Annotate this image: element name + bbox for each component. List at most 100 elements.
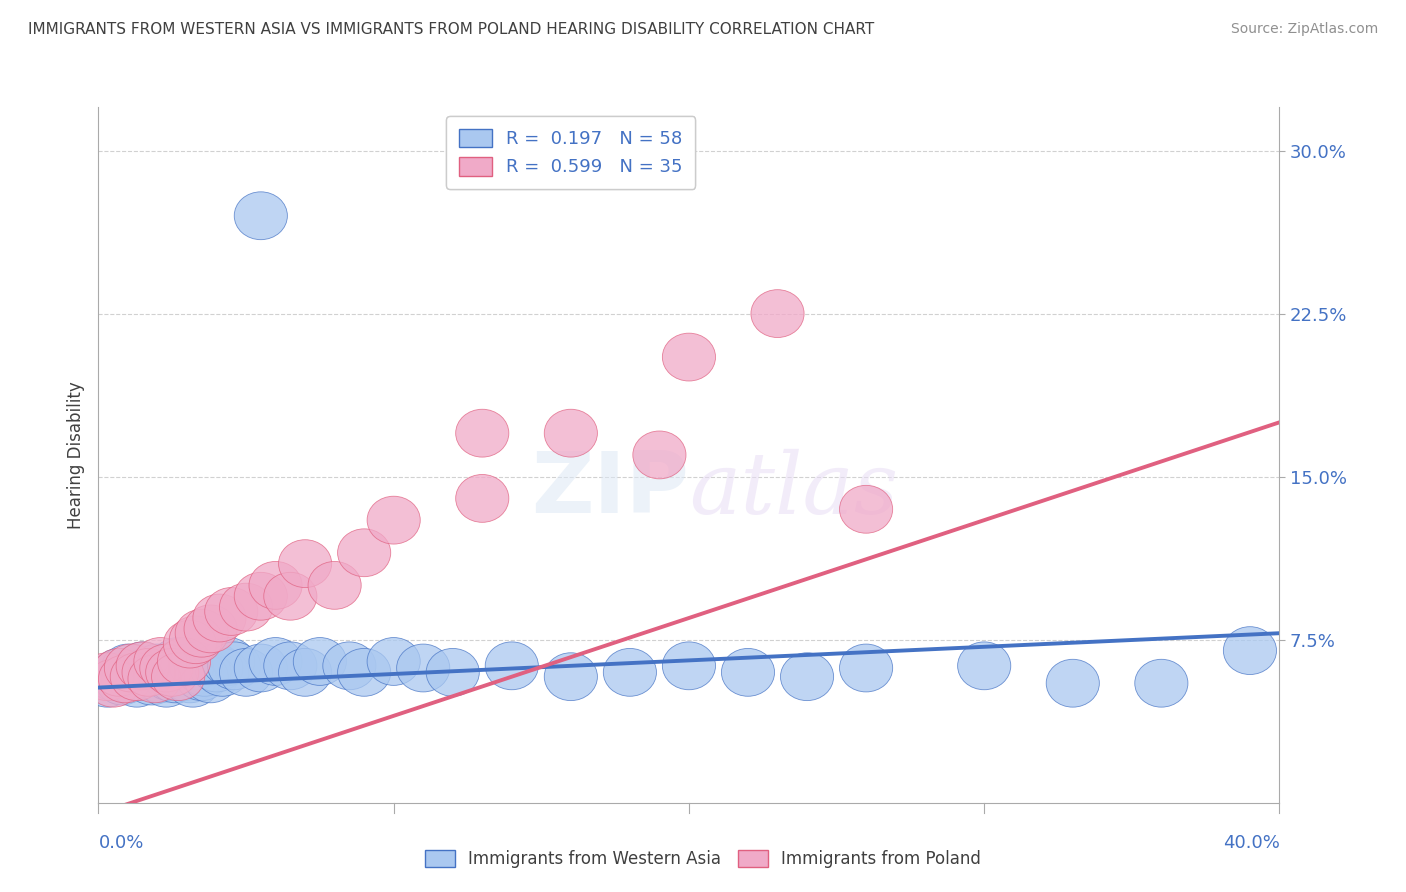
Ellipse shape (143, 653, 195, 700)
Ellipse shape (101, 655, 155, 703)
Ellipse shape (308, 561, 361, 609)
Ellipse shape (219, 648, 273, 697)
Ellipse shape (957, 642, 1011, 690)
Ellipse shape (323, 642, 375, 690)
Ellipse shape (80, 659, 134, 707)
Ellipse shape (146, 642, 198, 690)
Ellipse shape (839, 485, 893, 533)
Ellipse shape (396, 644, 450, 692)
Ellipse shape (110, 653, 163, 700)
Ellipse shape (751, 290, 804, 337)
Text: IMMIGRANTS FROM WESTERN ASIA VS IMMIGRANTS FROM POLAND HEARING DISABILITY CORREL: IMMIGRANTS FROM WESTERN ASIA VS IMMIGRAN… (28, 22, 875, 37)
Ellipse shape (176, 609, 228, 657)
Ellipse shape (122, 648, 176, 697)
Ellipse shape (235, 644, 287, 692)
Ellipse shape (184, 655, 238, 703)
Ellipse shape (219, 583, 273, 631)
Ellipse shape (117, 653, 169, 700)
Ellipse shape (662, 642, 716, 690)
Ellipse shape (176, 653, 228, 700)
Ellipse shape (169, 642, 222, 690)
Ellipse shape (205, 588, 257, 635)
Ellipse shape (235, 573, 287, 620)
Ellipse shape (184, 605, 238, 653)
Text: ZIP: ZIP (531, 448, 689, 532)
Ellipse shape (152, 638, 205, 685)
Ellipse shape (456, 475, 509, 523)
Legend: Immigrants from Western Asia, Immigrants from Poland: Immigrants from Western Asia, Immigrants… (418, 843, 988, 875)
Ellipse shape (120, 648, 173, 697)
Ellipse shape (249, 561, 302, 609)
Ellipse shape (235, 192, 287, 240)
Ellipse shape (139, 659, 193, 707)
Ellipse shape (193, 594, 246, 642)
Ellipse shape (264, 642, 316, 690)
Ellipse shape (96, 657, 149, 705)
Y-axis label: Hearing Disability: Hearing Disability (66, 381, 84, 529)
Ellipse shape (264, 573, 316, 620)
Ellipse shape (80, 653, 134, 700)
Ellipse shape (839, 644, 893, 692)
Ellipse shape (125, 657, 179, 705)
Ellipse shape (104, 644, 157, 692)
Ellipse shape (544, 409, 598, 457)
Ellipse shape (93, 648, 146, 697)
Ellipse shape (166, 659, 219, 707)
Text: 40.0%: 40.0% (1223, 834, 1279, 852)
Ellipse shape (426, 648, 479, 697)
Ellipse shape (146, 648, 198, 697)
Ellipse shape (139, 644, 193, 692)
Ellipse shape (456, 409, 509, 457)
Ellipse shape (485, 642, 538, 690)
Ellipse shape (544, 653, 598, 700)
Text: atlas: atlas (689, 449, 898, 531)
Ellipse shape (337, 529, 391, 576)
Ellipse shape (202, 638, 254, 685)
Ellipse shape (633, 431, 686, 479)
Ellipse shape (278, 648, 332, 697)
Ellipse shape (152, 653, 205, 700)
Ellipse shape (721, 648, 775, 697)
Ellipse shape (163, 620, 217, 668)
Ellipse shape (98, 655, 152, 703)
Ellipse shape (117, 642, 169, 690)
Ellipse shape (249, 638, 302, 685)
Ellipse shape (367, 638, 420, 685)
Ellipse shape (169, 615, 222, 664)
Ellipse shape (87, 659, 139, 707)
Ellipse shape (107, 650, 160, 698)
Ellipse shape (160, 644, 214, 692)
Text: 0.0%: 0.0% (98, 834, 143, 852)
Ellipse shape (1046, 659, 1099, 707)
Ellipse shape (131, 644, 184, 692)
Ellipse shape (780, 653, 834, 700)
Ellipse shape (208, 642, 262, 690)
Ellipse shape (163, 655, 217, 703)
Ellipse shape (134, 655, 187, 703)
Ellipse shape (1223, 627, 1277, 674)
Ellipse shape (337, 648, 391, 697)
Ellipse shape (128, 655, 181, 703)
Ellipse shape (155, 648, 208, 697)
Ellipse shape (190, 644, 243, 692)
Ellipse shape (1135, 659, 1188, 707)
Ellipse shape (87, 653, 139, 700)
Ellipse shape (146, 648, 198, 697)
Legend: R =  0.197   N = 58, R =  0.599   N = 35: R = 0.197 N = 58, R = 0.599 N = 35 (447, 116, 695, 189)
Ellipse shape (93, 648, 146, 697)
Ellipse shape (179, 648, 232, 697)
Ellipse shape (128, 653, 181, 700)
Ellipse shape (110, 659, 163, 707)
Ellipse shape (117, 642, 169, 690)
Ellipse shape (136, 648, 190, 697)
Ellipse shape (662, 334, 716, 381)
Ellipse shape (294, 638, 346, 685)
Ellipse shape (134, 638, 187, 685)
Ellipse shape (367, 496, 420, 544)
Ellipse shape (157, 653, 211, 700)
Ellipse shape (157, 638, 211, 685)
Ellipse shape (278, 540, 332, 588)
Ellipse shape (603, 648, 657, 697)
Ellipse shape (149, 655, 202, 703)
Text: Source: ZipAtlas.com: Source: ZipAtlas.com (1230, 22, 1378, 37)
